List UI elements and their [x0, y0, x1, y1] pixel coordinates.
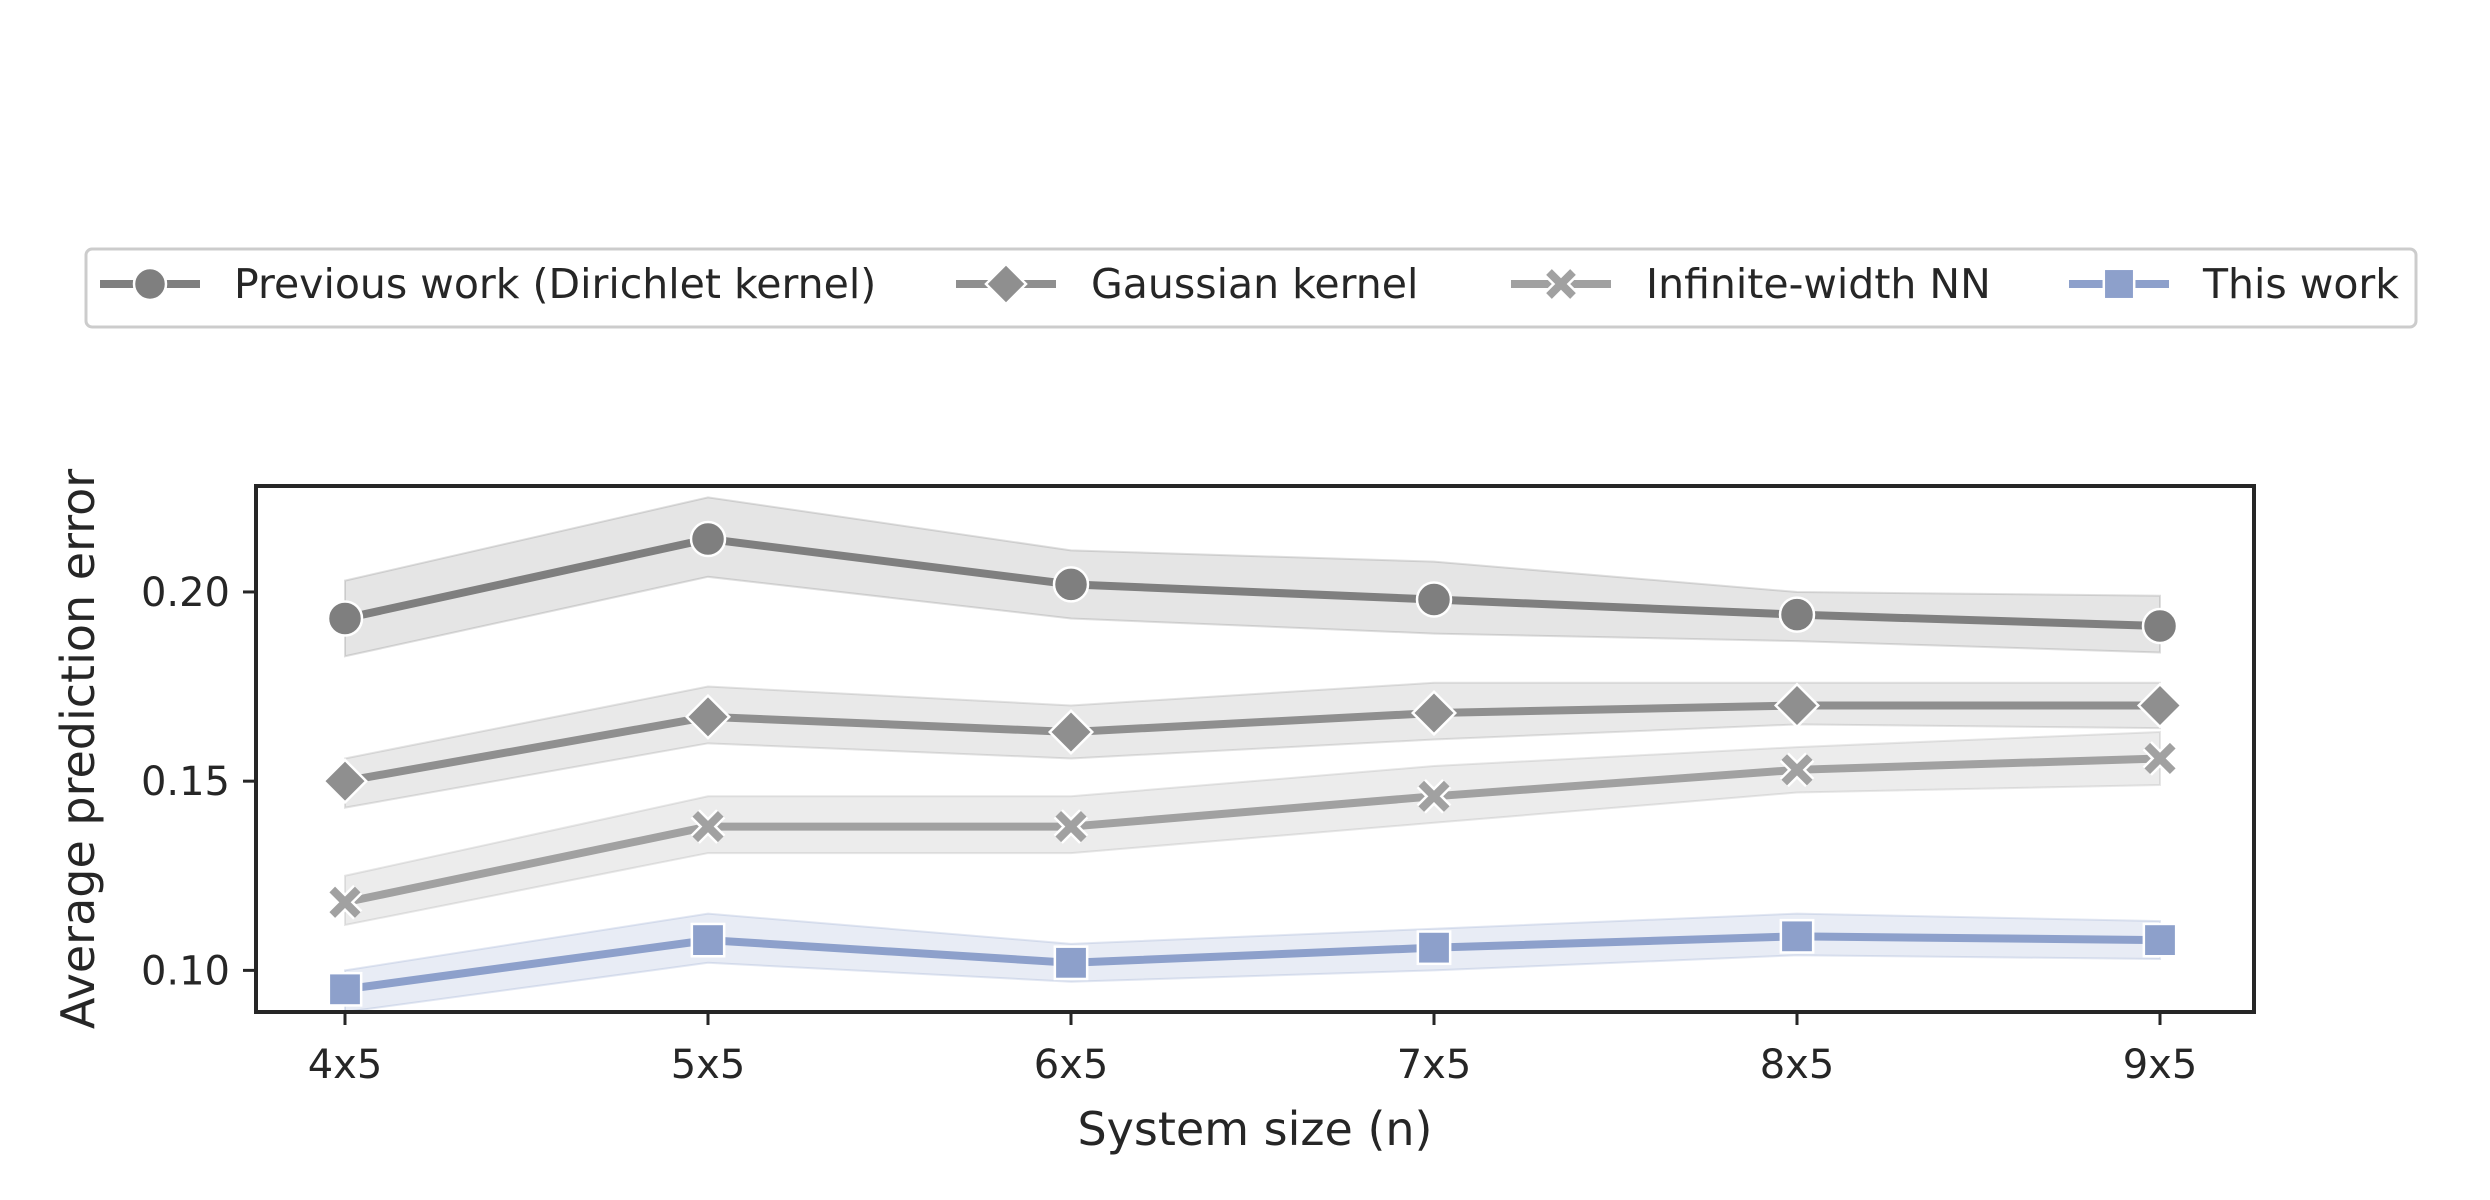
x-tick-label-0: 4x5 [308, 1042, 383, 1088]
x-tick-label-1: 5x5 [671, 1042, 746, 1088]
series-lines [344, 534, 2161, 994]
point-series-1-0 [321, 758, 369, 805]
legend-marker-2 [1544, 267, 1578, 301]
point-series-3-2 [1053, 945, 1089, 981]
point-series-3-3 [1416, 930, 1452, 966]
legend-marker-1 [984, 262, 1028, 306]
legend-label-3: This work [2202, 260, 2399, 308]
legend-entry-3: This work [2069, 260, 2399, 308]
legend-label-2: Infinite-width NN [1646, 260, 1991, 308]
legend-entry-2: Infinite-width NN [1511, 260, 1991, 308]
series-markers [321, 520, 2184, 1007]
plot-frame [254, 484, 2256, 1014]
point-series-2-3 [1416, 778, 1452, 814]
point-series-2-1 [690, 809, 726, 844]
legend-marker-3 [2102, 267, 2136, 301]
point-series-0-2 [1052, 566, 1090, 603]
legend-marker-0 [132, 266, 168, 302]
line-series-3 [344, 932, 2161, 994]
line-series-2 [344, 754, 2161, 907]
y-axis-label: Average prediction error [51, 469, 105, 1029]
x-tick-label-2: 6x5 [1034, 1042, 1109, 1088]
band-series-3 [344, 912, 2161, 1014]
point-series-0-0 [326, 600, 364, 637]
y-tick-label-0: 0.10 [141, 948, 230, 994]
point-series-1-4 [1773, 682, 1821, 729]
point-series-3-5 [2142, 922, 2178, 958]
point-series-2-0 [327, 884, 363, 920]
point-series-1-2 [1047, 708, 1095, 755]
legend: Previous work (Dirichlet kernel) Gaussian… [84, 247, 2418, 329]
legend-entry-0: Previous work (Dirichlet kernel) [100, 260, 876, 308]
x-axis: 4x5 5x5 6x5 7x5 8x5 9x5 [308, 1012, 2198, 1088]
x-tick-label-3: 7x5 [1397, 1042, 1472, 1088]
legend-label-0: Previous work (Dirichlet kernel) [234, 260, 876, 308]
legend-label-1: Gaussian kernel [1091, 260, 1418, 308]
y-tick-label-2: 0.20 [141, 570, 230, 616]
point-series-1-3 [1410, 690, 1458, 737]
point-series-3-4 [1779, 918, 1815, 954]
x-tick-label-5: 9x5 [2123, 1042, 2198, 1088]
point-series-2-2 [1053, 809, 1089, 844]
point-series-3-1 [690, 922, 726, 958]
band-series-2 [344, 730, 2161, 927]
line-series-1 [344, 701, 2160, 786]
legend-box [84, 247, 2418, 329]
plot-area [321, 496, 2184, 1014]
point-series-1-5 [2136, 682, 2184, 729]
point-series-1-1 [684, 693, 732, 740]
point-series-0-1 [689, 520, 727, 558]
point-series-3-0 [327, 971, 363, 1007]
line-series-0 [344, 534, 2161, 631]
x-axis-label: System size (n) [1077, 1102, 1432, 1156]
point-series-0-4 [1778, 596, 1816, 633]
point-series-2-4 [1779, 752, 1815, 788]
x-tick-label-4: 8x5 [1760, 1042, 1835, 1088]
point-series-0-5 [2141, 607, 2179, 645]
y-axis: 0.10 0.15 0.20 [141, 570, 256, 994]
point-series-2-5 [2142, 741, 2178, 776]
legend-entry-1: Gaussian kernel [956, 260, 1418, 308]
point-series-0-3 [1415, 581, 1453, 618]
y-tick-label-1: 0.15 [141, 759, 230, 805]
band-series-0 [344, 496, 2161, 658]
